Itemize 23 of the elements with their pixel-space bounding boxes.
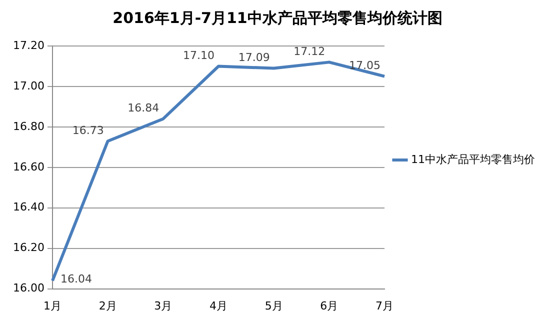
y-tick-label: 16.60 xyxy=(12,160,44,174)
legend-label: 11中水产品平均零售均价 xyxy=(411,152,536,166)
y-tick-label: 16.40 xyxy=(12,200,44,214)
data-label: 16.84 xyxy=(128,102,160,115)
x-tick-label: 6月 xyxy=(320,299,338,312)
y-tick-label: 16.00 xyxy=(12,282,44,295)
data-label: 17.10 xyxy=(182,49,214,62)
x-tick-label: 7月 xyxy=(376,299,394,312)
data-label: 16.73 xyxy=(72,124,104,137)
x-tick-label: 2月 xyxy=(98,299,117,312)
x-tick-label: 1月 xyxy=(43,299,62,312)
data-label: 16.04 xyxy=(60,272,92,286)
chart-title: 2016年1月-7月11中水产品平均零售均价统计图 xyxy=(112,8,442,27)
y-tick-label: 17.20 xyxy=(12,38,44,52)
x-tick-label: 5月 xyxy=(264,299,283,312)
x-tick-label: 3月 xyxy=(154,299,172,312)
data-label: 17.12 xyxy=(294,45,326,58)
x-tick-label: 4月 xyxy=(209,299,228,312)
y-tick-label: 16.20 xyxy=(12,241,44,254)
y-tick-label: 16.80 xyxy=(12,120,44,133)
y-tick-label: 17.00 xyxy=(12,79,44,92)
data-label: 17.09 xyxy=(238,51,270,64)
data-label: 17.05 xyxy=(349,59,381,72)
